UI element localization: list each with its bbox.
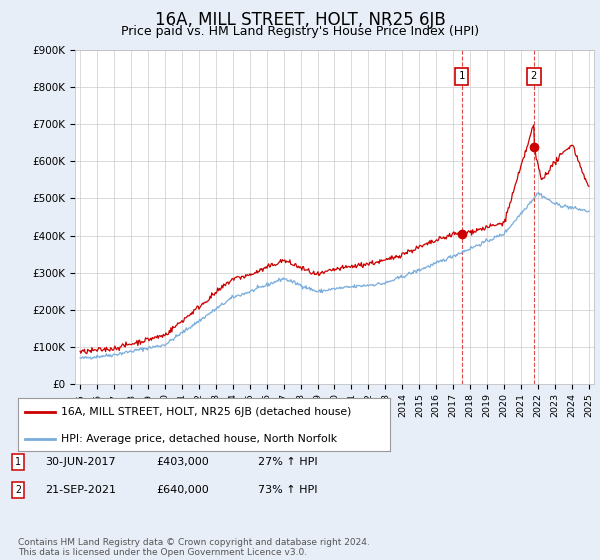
Text: 73% ↑ HPI: 73% ↑ HPI <box>258 485 317 495</box>
Text: Contains HM Land Registry data © Crown copyright and database right 2024.
This d: Contains HM Land Registry data © Crown c… <box>18 538 370 557</box>
Text: 2: 2 <box>530 71 537 81</box>
Text: Price paid vs. HM Land Registry's House Price Index (HPI): Price paid vs. HM Land Registry's House … <box>121 25 479 38</box>
Text: 30-JUN-2017: 30-JUN-2017 <box>45 457 116 467</box>
Text: 2: 2 <box>15 485 21 495</box>
Text: HPI: Average price, detached house, North Norfolk: HPI: Average price, detached house, Nort… <box>61 434 337 444</box>
Text: 27% ↑ HPI: 27% ↑ HPI <box>258 457 317 467</box>
Text: 1: 1 <box>15 457 21 467</box>
Text: 16A, MILL STREET, HOLT, NR25 6JB (detached house): 16A, MILL STREET, HOLT, NR25 6JB (detach… <box>61 408 351 418</box>
Text: 16A, MILL STREET, HOLT, NR25 6JB: 16A, MILL STREET, HOLT, NR25 6JB <box>155 11 445 29</box>
Text: £403,000: £403,000 <box>156 457 209 467</box>
Text: 21-SEP-2021: 21-SEP-2021 <box>45 485 116 495</box>
Text: 1: 1 <box>458 71 465 81</box>
Text: £640,000: £640,000 <box>156 485 209 495</box>
